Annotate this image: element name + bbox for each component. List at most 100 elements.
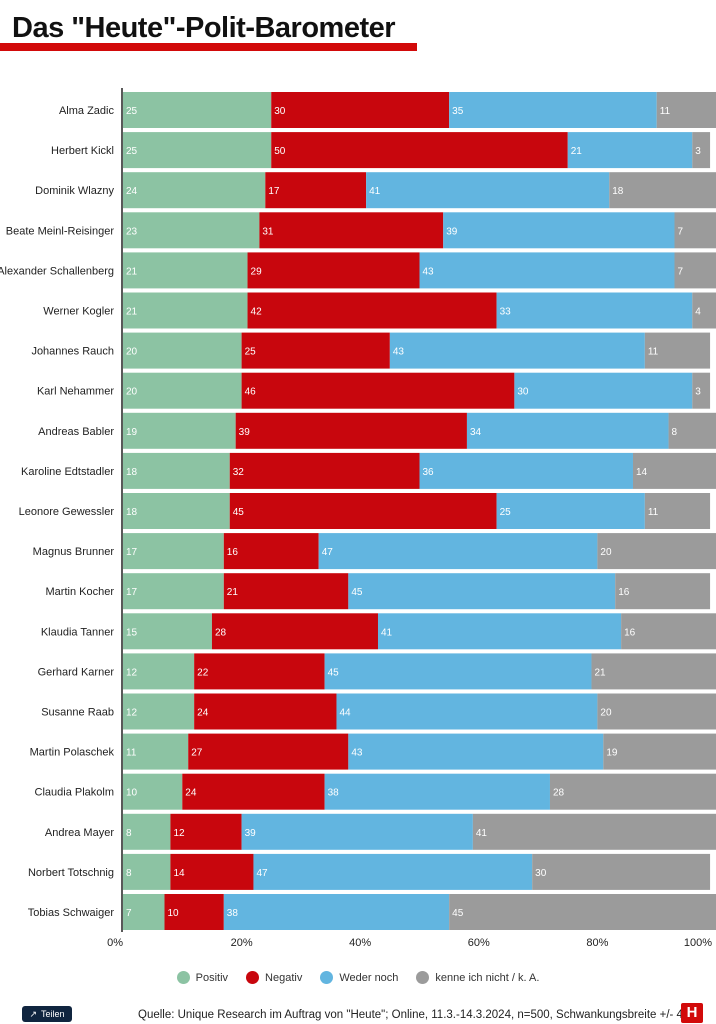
bar-value-label: 19 <box>126 427 138 438</box>
bar-value-label: 39 <box>446 226 458 237</box>
category-label-martin-polaschek: Martin Polaschek <box>30 747 115 759</box>
bar-dominik-wlazny-kenne-ich-nicht-k-a- <box>609 172 716 209</box>
bar-value-label: 28 <box>553 788 565 799</box>
legend-swatch-kenne-ich-nicht <box>416 971 430 984</box>
bar-dominik-wlazny-negativ <box>265 172 367 209</box>
bar-werner-kogler-positiv <box>123 292 248 329</box>
bar-value-label: 47 <box>322 547 334 558</box>
category-label-alma-zadic: Alma Zadic <box>59 105 115 117</box>
x-tick-label: 80% <box>586 937 608 949</box>
bar-martin-polaschek-kenne-ich-nicht-k-a- <box>603 733 716 770</box>
bar-leonore-gewessler-negativ <box>229 493 497 529</box>
heute-logo: H <box>681 1003 703 1023</box>
bar-value-label: 10 <box>168 908 180 919</box>
bar-value-label: 41 <box>476 828 488 839</box>
bar-value-label: 4 <box>695 307 701 318</box>
bar-value-label: 10 <box>126 788 138 799</box>
bar-leonore-gewessler-kenne-ich-nicht-k-a- <box>644 493 711 529</box>
bar-value-label: 44 <box>339 708 351 719</box>
share-button[interactable]: ↗ Teilen <box>22 1006 72 1022</box>
bar-value-label: 50 <box>274 146 286 157</box>
bar-klaudia-tanner-positiv <box>123 613 212 650</box>
legend-swatch-weder-noch <box>320 971 334 984</box>
bar-value-label: 7 <box>677 266 683 277</box>
bar-norbert-totschnig-positiv <box>123 853 171 890</box>
title-underline <box>0 43 417 51</box>
bar-alexander-schallenberg-negativ <box>247 252 420 289</box>
bar-alma-zadic-weder-noch <box>449 92 657 128</box>
bar-value-label: 3 <box>695 387 701 398</box>
category-label-andreas-babler: Andreas Babler <box>38 426 114 438</box>
bar-value-label: 39 <box>239 427 251 438</box>
category-label-gerhard-karner: Gerhard Karner <box>38 666 115 678</box>
bar-herbert-kickl-positiv <box>123 132 272 169</box>
bar-alma-zadic-negativ <box>271 92 450 128</box>
bar-value-label: 20 <box>600 547 612 558</box>
bar-andreas-babler-negativ <box>235 412 467 449</box>
bar-value-label: 47 <box>256 868 268 879</box>
bar-klaudia-tanner-negativ <box>211 613 378 650</box>
bar-norbert-totschnig-weder-noch <box>253 853 533 890</box>
bar-johannes-rauch-kenne-ich-nicht-k-a- <box>644 332 711 369</box>
legend-label-weder-noch: Weder noch <box>339 971 399 984</box>
bar-karoline-edtstadler-kenne-ich-nicht-k-a- <box>632 452 716 489</box>
share-icon: ↗ <box>29 1008 38 1019</box>
bar-tobias-schwaiger-positiv <box>123 894 165 930</box>
bar-gerhard-karner-kenne-ich-nicht-k-a- <box>591 653 716 690</box>
bar-beate-meinl-reisinger-weder-noch <box>443 212 675 249</box>
bar-value-label: 14 <box>173 868 185 879</box>
bar-value-label: 20 <box>126 387 138 398</box>
bar-value-label: 12 <box>173 828 185 839</box>
bar-value-label: 27 <box>191 748 203 759</box>
bar-value-label: 30 <box>517 387 529 398</box>
bar-value-label: 17 <box>126 587 138 598</box>
bar-value-label: 36 <box>423 467 435 478</box>
source-note: Quelle: Unique Research im Auftrag von "… <box>138 1009 703 1021</box>
chart-title: Das "Heute"-Polit-Barometer <box>12 12 396 44</box>
bar-value-label: 28 <box>215 627 227 638</box>
bar-karoline-edtstadler-weder-noch <box>419 452 633 489</box>
bar-value-label: 22 <box>197 667 209 678</box>
bar-value-label: 15 <box>126 627 138 638</box>
bar-magnus-brunner-positiv <box>123 533 224 570</box>
bar-karoline-edtstadler-negativ <box>229 452 420 489</box>
bar-value-label: 29 <box>251 266 263 277</box>
bar-value-label: 16 <box>618 587 630 598</box>
bar-herbert-kickl-negativ <box>271 132 568 169</box>
bar-karl-nehammer-positiv <box>123 372 242 409</box>
bar-martin-polaschek-weder-noch <box>348 733 604 770</box>
bar-klaudia-tanner-kenne-ich-nicht-k-a- <box>621 613 716 650</box>
bar-karl-nehammer-kenne-ich-nicht-k-a- <box>692 372 711 409</box>
bar-martin-kocher-negativ <box>223 573 349 610</box>
bar-value-label: 45 <box>328 667 340 678</box>
category-label-norbert-totschnig: Norbert Totschnig <box>28 867 114 879</box>
category-label-martin-kocher: Martin Kocher <box>46 586 115 598</box>
legend-label-kenne-ich-nicht: kenne ich nicht / k. A. <box>435 971 540 984</box>
bar-value-label: 23 <box>126 226 138 237</box>
bar-value-label: 24 <box>185 788 197 799</box>
bar-karl-nehammer-weder-noch <box>514 372 693 409</box>
x-tick-label: 60% <box>468 937 490 949</box>
bar-claudia-plakolm-weder-noch <box>324 773 550 810</box>
legend-item-positiv: Positiv <box>176 971 228 984</box>
category-label-leonore-gewessler: Leonore Gewessler <box>19 506 115 518</box>
category-label-werner-kogler: Werner Kogler <box>43 306 114 318</box>
category-label-karoline-edtstadler: Karoline Edtstadler <box>21 466 114 478</box>
bar-value-label: 25 <box>500 507 512 518</box>
bar-value-label: 8 <box>126 828 132 839</box>
bar-value-label: 18 <box>612 186 624 197</box>
category-label-beate-meinl-reisinger: Beate Meinl-Reisinger <box>6 225 115 237</box>
bar-andrea-mayer-positiv <box>123 813 171 850</box>
bar-value-label: 11 <box>126 748 137 759</box>
category-label-tobias-schwaiger: Tobias Schwaiger <box>28 907 115 919</box>
bar-tobias-schwaiger-kenne-ich-nicht-k-a- <box>449 894 716 930</box>
bar-value-label: 8 <box>672 427 678 438</box>
bar-gerhard-karner-positiv <box>123 653 195 690</box>
bar-andreas-babler-kenne-ich-nicht-k-a- <box>668 412 716 449</box>
bar-value-label: 25 <box>126 106 138 117</box>
bar-value-label: 21 <box>126 307 138 318</box>
bar-dominik-wlazny-weder-noch <box>366 172 610 209</box>
bar-value-label: 45 <box>351 587 363 598</box>
bar-leonore-gewessler-positiv <box>123 493 230 529</box>
